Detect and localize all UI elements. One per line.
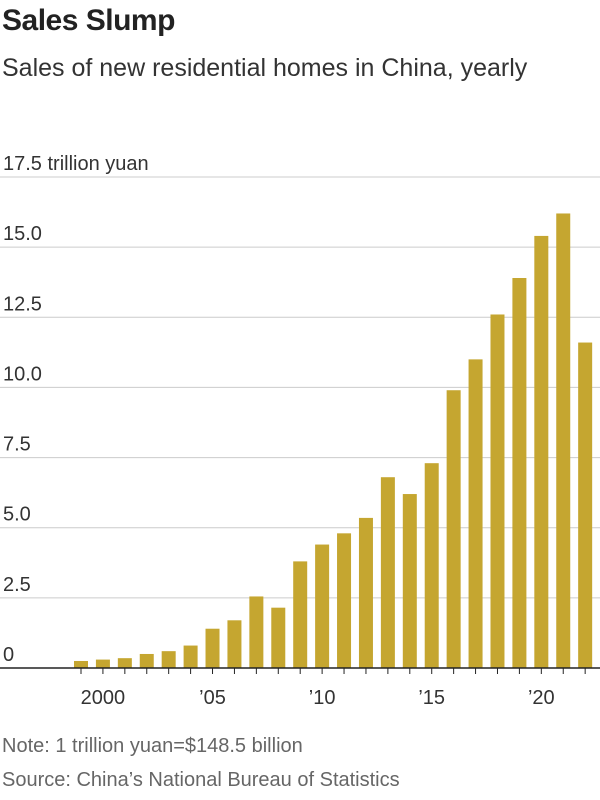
bar-2022: [578, 342, 593, 668]
bar-1999: [74, 660, 88, 668]
bar-2016: [446, 390, 461, 668]
bar-2017: [468, 359, 483, 668]
bar-2010: [315, 544, 330, 668]
y-tick-label: 10.0: [3, 363, 42, 385]
x-tick-label: ’10: [309, 687, 336, 709]
bar-2006: [227, 620, 242, 668]
bar-2012: [358, 517, 373, 668]
bar-2011: [337, 533, 352, 668]
bars: [0, 213, 600, 669]
bar-2001: [117, 658, 132, 668]
bar-2003: [161, 651, 176, 668]
x-tick-label: ’15: [418, 687, 445, 709]
chart-title: Sales Slump: [2, 4, 175, 37]
bar-2004: [183, 645, 198, 668]
y-axis-labels: 0 2.5 5.0 7.5 10.0 12.5 15.0 17.5 trillion yuan: [3, 153, 149, 666]
bar-chart: 0 2.5 5.0 7.5 10.0 12.5 15.0 17.5 trillion yuan…: [0, 153, 600, 709]
bar-2005: [205, 628, 220, 668]
bar-2018: [490, 314, 505, 668]
gridlines: [0, 176, 600, 599]
y-tick-label: 0: [3, 644, 14, 666]
chart-subtitle: Sales of new residential homes in China,…: [2, 54, 528, 82]
bar-2013: [380, 477, 395, 668]
x-tick-label: ’05: [199, 687, 226, 709]
y-tick-label: 12.5: [3, 293, 42, 315]
bar-2015: [424, 463, 439, 668]
bar-2020: [534, 235, 549, 669]
source: Source: China’s National Bureau of Stati…: [2, 769, 400, 791]
bar-2019: [512, 278, 527, 668]
x-tick-label: ’20: [528, 687, 555, 709]
y-tick-label: 2.5: [3, 574, 31, 596]
note: Note: 1 trillion yuan=$148.5 billion: [2, 735, 303, 757]
x-axis-labels: 2000 ’05 ’10 ’15 ’20: [80, 668, 586, 709]
bar-2014: [402, 494, 417, 668]
bar-2021: [556, 213, 571, 668]
bar-2008: [271, 607, 286, 668]
y-tick-label: 5.0: [3, 504, 31, 526]
x-tick-label: 2000: [81, 687, 126, 709]
y-tick-label: 15.0: [3, 223, 42, 245]
y-tick-label: 7.5: [3, 434, 31, 456]
bar-2000: [95, 659, 110, 668]
y-tick-label: 17.5 trillion yuan: [3, 153, 149, 175]
bar-2002: [139, 653, 154, 668]
bar-2009: [293, 561, 308, 668]
bar-2007: [249, 596, 264, 668]
